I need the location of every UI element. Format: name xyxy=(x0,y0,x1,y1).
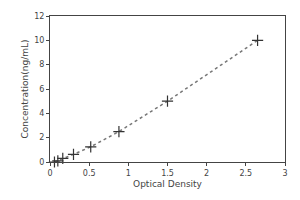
svg-text:2: 2 xyxy=(39,133,44,142)
svg-text:Concentration(ng/mL): Concentration(ng/mL) xyxy=(20,40,30,139)
svg-text:1.5: 1.5 xyxy=(161,169,174,178)
svg-text:12: 12 xyxy=(34,12,44,21)
svg-text:4: 4 xyxy=(39,109,44,118)
svg-text:3: 3 xyxy=(282,169,287,178)
svg-text:0: 0 xyxy=(39,158,44,167)
svg-text:6: 6 xyxy=(39,85,44,94)
svg-text:8: 8 xyxy=(39,60,44,69)
svg-text:0: 0 xyxy=(47,169,52,178)
svg-text:10: 10 xyxy=(34,36,44,45)
svg-text:Optical Density: Optical Density xyxy=(133,179,203,189)
svg-text:2: 2 xyxy=(204,169,209,178)
svg-text:1: 1 xyxy=(126,169,131,178)
svg-text:0.5: 0.5 xyxy=(83,169,96,178)
svg-text:2.5: 2.5 xyxy=(239,169,252,178)
